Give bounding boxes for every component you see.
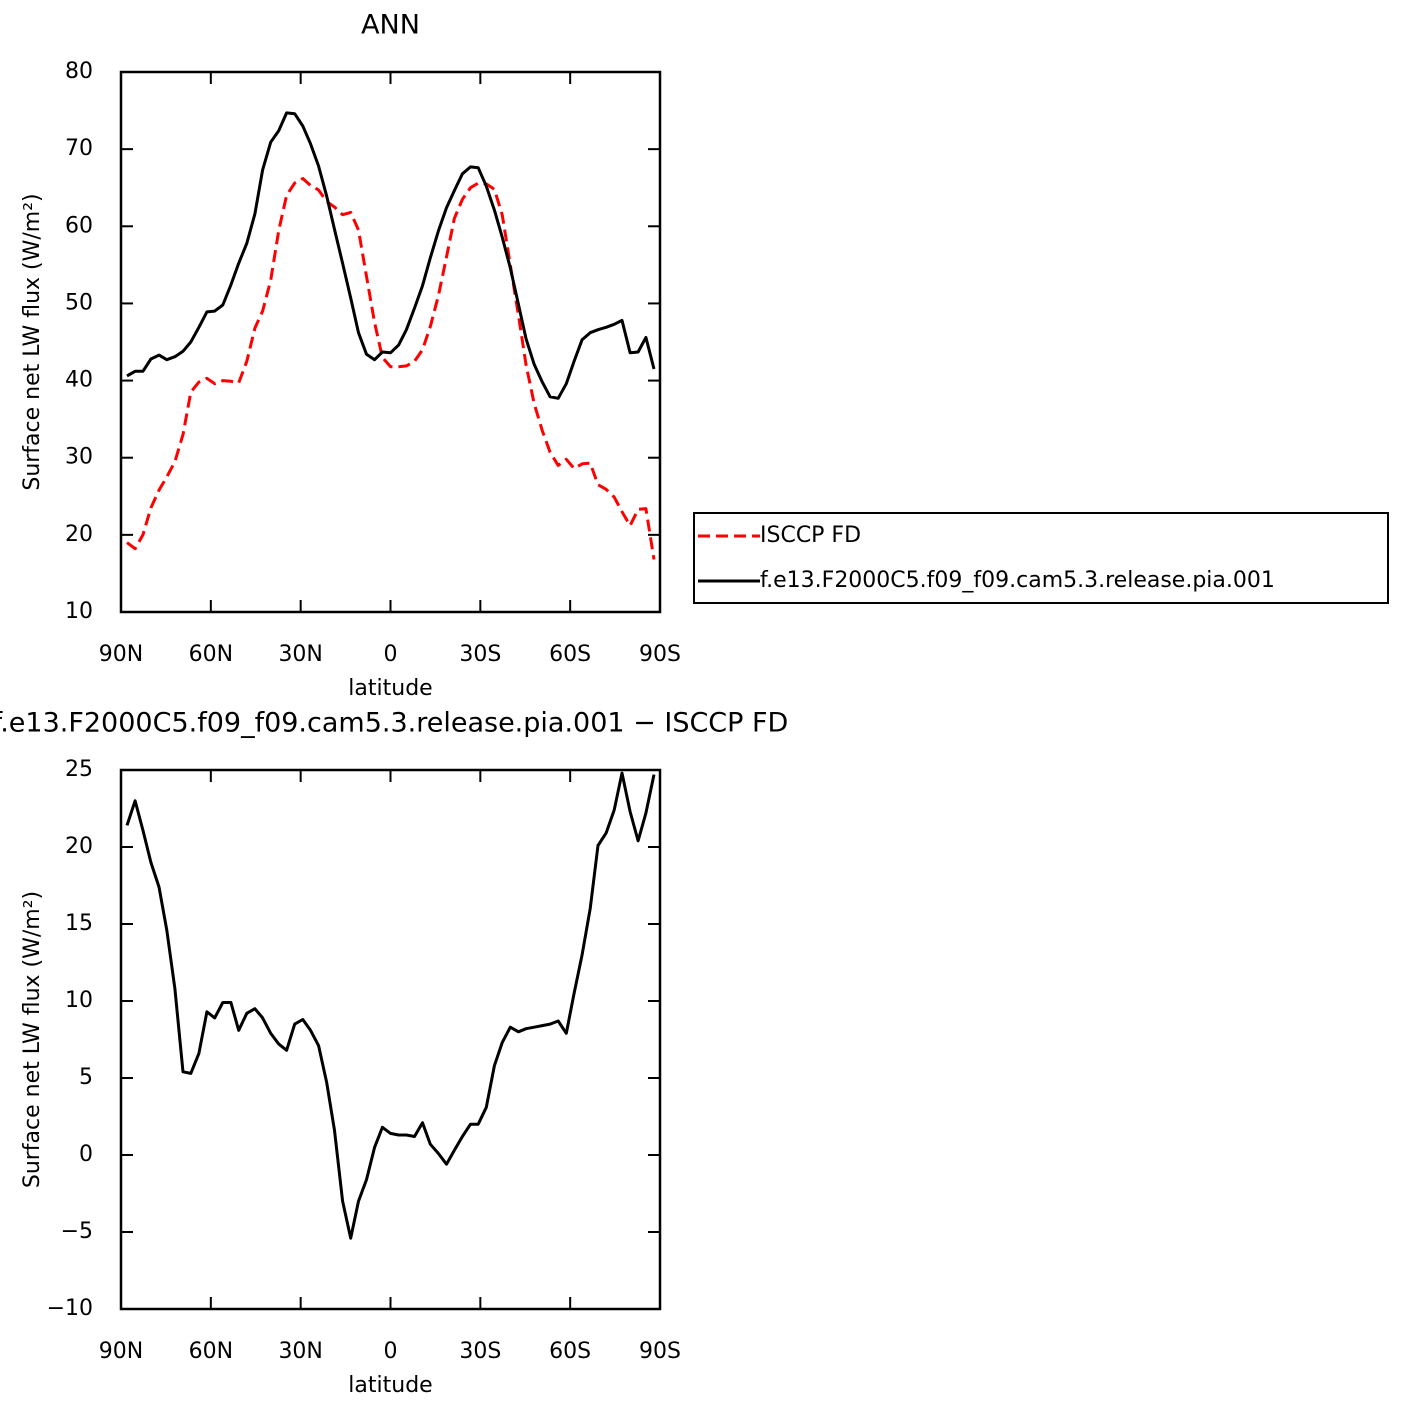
x-tick-label: 30S [459,1339,501,1364]
x-tick-label: 30N [278,1339,322,1364]
y-tick-label: 20 [65,834,93,859]
data-line [126,111,656,400]
y-tick-label: 10 [65,988,93,1013]
x-tick-label: 30S [459,642,501,667]
y-tick-label: 5 [79,1065,93,1090]
y-tick-label: 0 [79,1142,93,1167]
chart-title: ANN [361,10,420,41]
x-tick-label: 60N [189,1339,233,1364]
x-axis-label: latitude [348,1373,432,1398]
x-tick-label: 30N [278,642,322,667]
x-tick-label: 60N [189,642,233,667]
y-tick-label: 15 [65,911,93,936]
x-tick-label: 0 [384,642,398,667]
legend-label: f.e13.F2000C5.f09_f09.cam5.3.release.pia… [760,568,1275,593]
legend-label: ISCCP FD [760,523,861,548]
chart-title: f.e13.F2000C5.f09_f09.cam5.3.release.pia… [0,708,788,739]
x-tick-label: 60S [549,1339,591,1364]
x-tick-label: 90N [99,642,143,667]
y-tick-label: 70 [65,136,93,161]
y-tick-label: 30 [65,445,93,470]
y-tick-label: 10 [65,599,93,624]
y-tick-label: 40 [65,368,93,393]
plot-frame [119,70,662,614]
y-tick-label: −10 [47,1296,93,1321]
x-tick-label: 90N [99,1339,143,1364]
y-tick-label: 25 [65,757,93,782]
y-tick-label: 50 [65,290,93,315]
x-axis-label: latitude [348,676,432,701]
y-tick-label: 60 [65,213,93,238]
plot-frame [119,768,662,1311]
x-tick-label: 0 [384,1339,398,1364]
y-tick-label: −5 [61,1219,93,1244]
data-line [126,177,656,560]
x-tick-label: 90S [639,1339,681,1364]
y-axis-label: Surface net LW flux (W/m²) [20,891,45,1188]
y-tick-label: 80 [65,59,93,84]
legend-box [693,512,1389,604]
x-tick-label: 60S [549,642,591,667]
y-axis-label: Surface net LW flux (W/m²) [20,193,45,490]
data-line [125,771,656,1240]
x-tick-label: 90S [639,642,681,667]
y-tick-label: 20 [65,522,93,547]
